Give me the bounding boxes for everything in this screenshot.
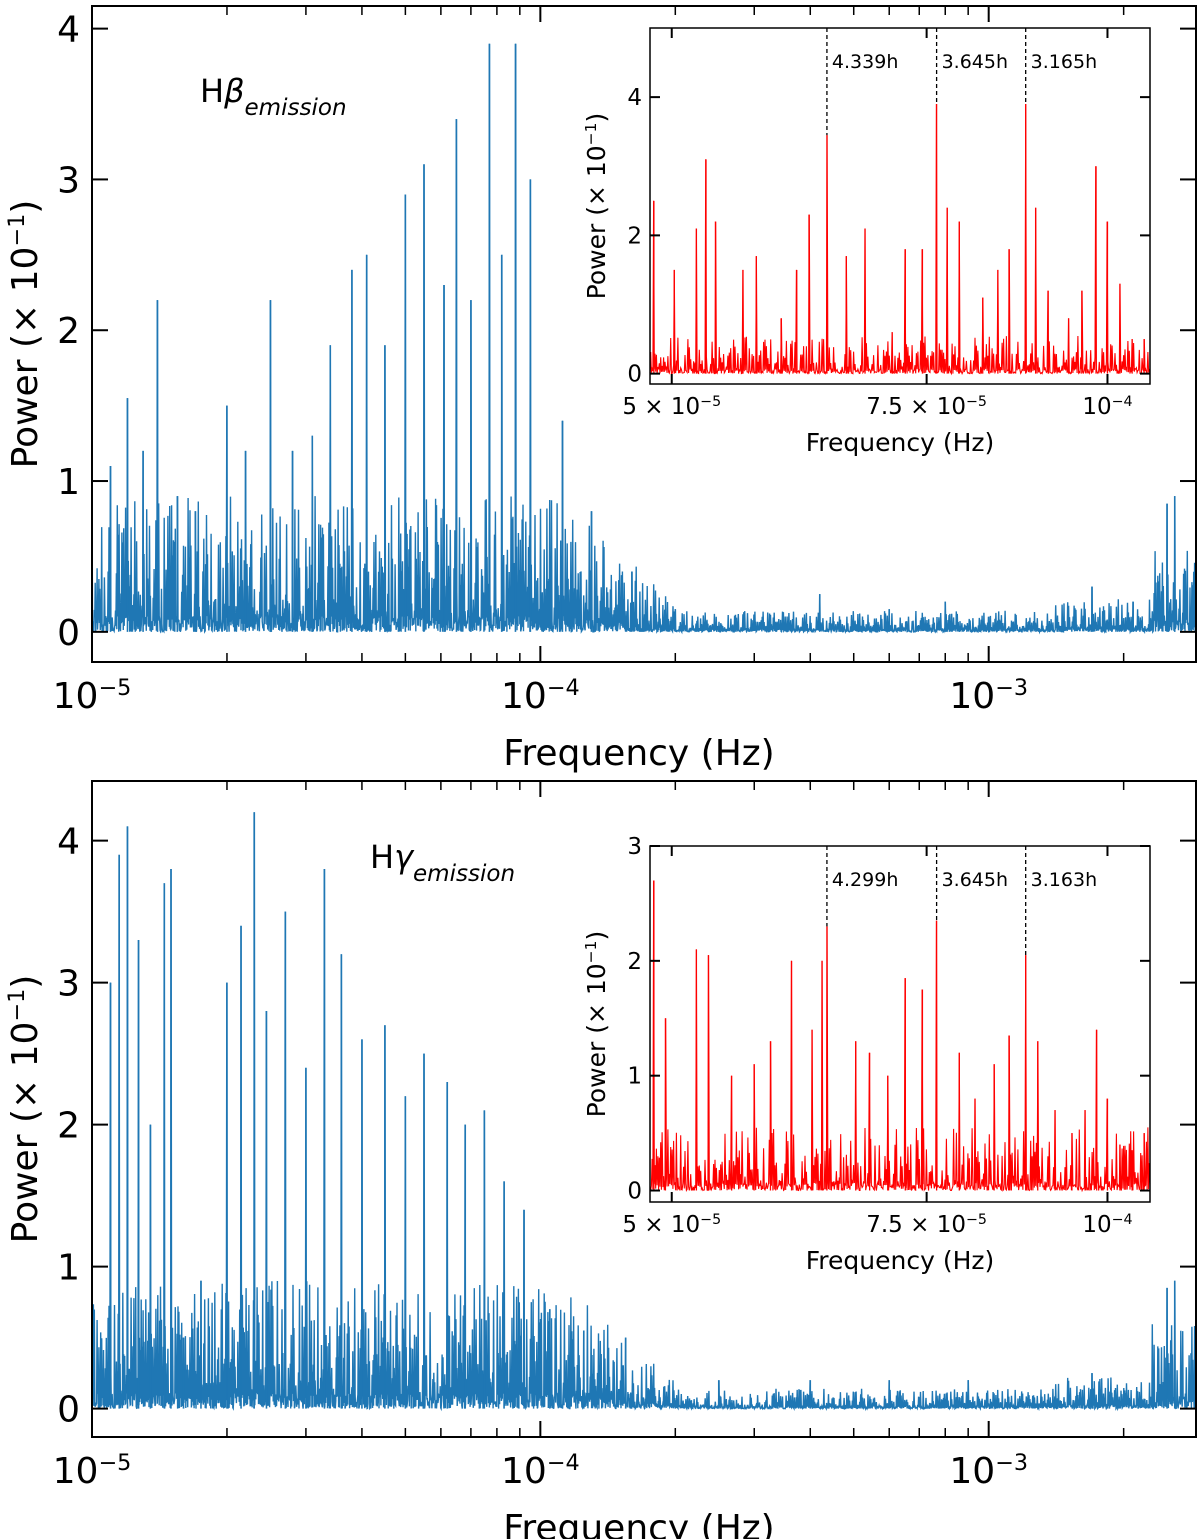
power-spectrum-line xyxy=(91,43,1197,635)
period-annotation: 4.299h xyxy=(832,869,898,891)
inset-background xyxy=(650,28,1150,384)
plot-frame xyxy=(91,780,1197,1438)
period-annotation: 3.163h xyxy=(1031,869,1097,891)
inset-y-tick-label: 0 xyxy=(627,362,642,388)
inset-x-axis-label: Frequency (Hz) xyxy=(806,1246,995,1275)
inset-y-axis-label: Power (× 10−1) xyxy=(582,113,611,300)
inset-y-axis-label: Power (× 10−1) xyxy=(582,931,611,1118)
y-tick-label: 1 xyxy=(57,1248,80,1289)
inset-x-tick-label: 10−4 xyxy=(1082,1212,1132,1238)
x-tick-label: 10−5 xyxy=(53,1450,132,1492)
period-annotation: 3.645h xyxy=(942,869,1008,891)
x-tick-label: 10−3 xyxy=(949,1450,1028,1492)
y-tick-label: 2 xyxy=(57,1106,80,1147)
inset-y-tick-label: 1 xyxy=(627,1064,642,1090)
inset-spectrum-line xyxy=(649,103,1151,376)
inset-x-axis-label: Frequency (Hz) xyxy=(806,428,995,457)
y-tick-label: 3 xyxy=(57,160,80,201)
y-tick-label: 3 xyxy=(57,964,80,1005)
y-tick-label: 4 xyxy=(57,822,80,863)
inset-y-tick-label: 3 xyxy=(627,834,642,860)
x-axis-label: Frequency (Hz) xyxy=(503,1508,774,1539)
inset-y-tick-label: 0 xyxy=(627,1179,642,1205)
x-axis-label: Frequency (Hz) xyxy=(503,733,774,774)
y-tick-label: 2 xyxy=(57,311,80,352)
line-label-top: Hβemission xyxy=(200,72,347,121)
x-tick-label: 10−3 xyxy=(949,675,1028,717)
inset-frame xyxy=(649,845,1151,1203)
inset-x-tick-label: 5 × 10−5 xyxy=(622,394,721,420)
inset-background xyxy=(650,846,1150,1202)
x-tick-label: 10−5 xyxy=(53,675,132,717)
period-annotation: 4.339h xyxy=(832,51,898,73)
inset-x-tick-label: 7.5 × 10−5 xyxy=(866,1212,987,1238)
inset-x-tick-label: 7.5 × 10−5 xyxy=(866,394,987,420)
y-tick-label: 4 xyxy=(57,10,80,51)
inset-x-tick-label: 5 × 10−5 xyxy=(622,1212,721,1238)
period-annotation: 3.645h xyxy=(942,51,1008,73)
inset-frame xyxy=(649,27,1151,385)
y-axis-label: Power (× 10−1) xyxy=(4,975,46,1244)
y-axis-label: Power (× 10−1) xyxy=(4,200,46,469)
inset-spectrum-line xyxy=(649,880,1151,1193)
inset-y-tick-label: 2 xyxy=(627,949,642,975)
x-tick-label: 10−4 xyxy=(501,1450,580,1492)
inset-x-tick-label: 10−4 xyxy=(1082,394,1132,420)
period-annotation: 3.165h xyxy=(1031,51,1097,73)
y-tick-label: 1 xyxy=(57,462,80,503)
inset-top: 4.339h 3.645h 3.165h 5 × 10−5 7.5 × 10−5 10−4… xyxy=(582,27,1151,457)
power-spectrum-line xyxy=(91,812,1197,1412)
line-label-bottom: Hγemission xyxy=(370,838,515,887)
inset-bottom: 4.299h 3.645h 3.163h 5 × 10−5 7.5 × 10−5 10−4… xyxy=(582,834,1151,1275)
x-tick-label: 10−4 xyxy=(501,675,580,717)
inset-y-tick-label: 4 xyxy=(627,85,642,111)
y-tick-label: 0 xyxy=(57,613,80,654)
plot-frame xyxy=(91,5,1197,663)
inset-y-tick-label: 2 xyxy=(627,223,642,249)
y-tick-label: 0 xyxy=(57,1390,80,1431)
panel-bottom: 10−5 10−4 10−3 0 1 2 3 4 Frequency (Hz) Power (× … xyxy=(4,780,1197,1539)
panel-top: 10−5 10−4 10−3 0 1 2 3 4 Frequency (Hz) Power (× … xyxy=(4,5,1197,774)
